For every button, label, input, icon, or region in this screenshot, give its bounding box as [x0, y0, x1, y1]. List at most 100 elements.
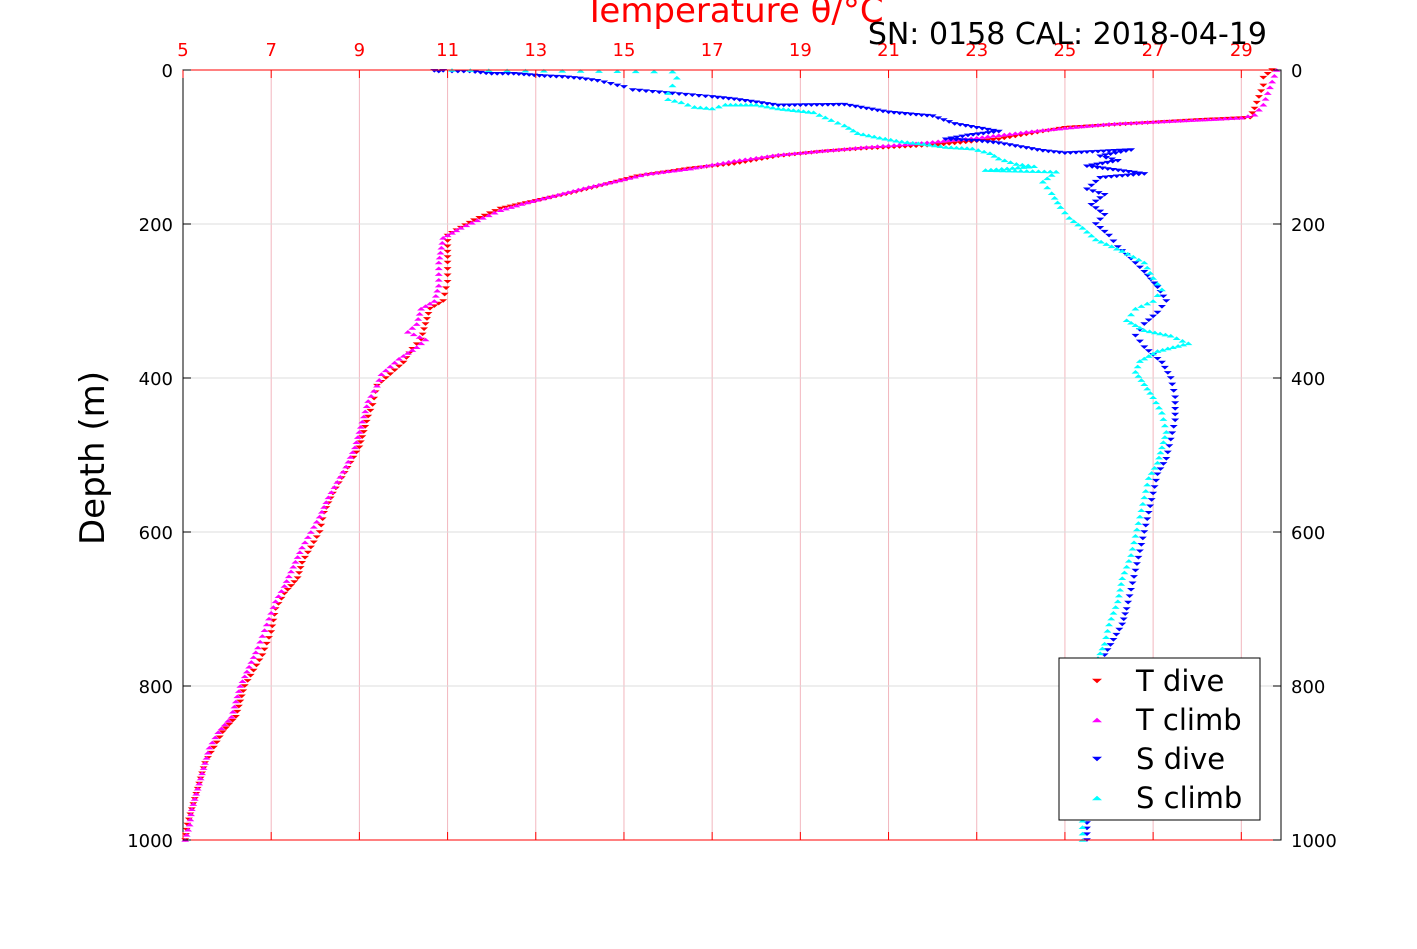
data-point: [681, 92, 690, 97]
data-point: [470, 218, 479, 222]
data-point: [1088, 189, 1097, 193]
data-point: [193, 786, 202, 791]
data-point: [746, 156, 755, 161]
data-point: [702, 163, 711, 168]
data-point: [1161, 332, 1170, 337]
data-point: [1112, 246, 1121, 251]
data-point: [1147, 471, 1156, 475]
data-point: [658, 170, 667, 174]
data-point: [189, 802, 198, 806]
data-point: [958, 134, 967, 139]
data-point: [589, 184, 598, 188]
data-point: [980, 149, 989, 154]
data-point: [367, 394, 376, 398]
data-point: [752, 102, 761, 107]
data-point: [664, 91, 673, 95]
data-point: [908, 140, 917, 145]
data-point: [1171, 418, 1180, 423]
data-point: [1259, 83, 1268, 88]
data-point: [425, 301, 434, 306]
data-point: [1055, 150, 1064, 155]
data-point: [1150, 330, 1159, 335]
data-point: [301, 540, 309, 545]
data-point: [190, 797, 199, 801]
data-point: [1122, 318, 1131, 323]
data-point: [1110, 121, 1119, 126]
data-point: [1157, 445, 1166, 450]
data-point: [1153, 356, 1162, 361]
data-point: [1053, 200, 1062, 205]
data-point: [796, 103, 805, 107]
data-point: [688, 93, 697, 98]
data-point: [581, 77, 590, 82]
data-point: [521, 68, 530, 73]
data-point: [358, 419, 367, 424]
data-point: [467, 221, 476, 225]
data-point: [928, 114, 937, 118]
data-point: [1091, 179, 1100, 184]
data-point: [1109, 611, 1118, 615]
data-point: [1263, 91, 1272, 95]
data-point: [1118, 249, 1127, 253]
data-point: [424, 312, 433, 316]
data-point: [804, 110, 813, 114]
data-point: [650, 69, 659, 74]
data-point: [1134, 555, 1143, 560]
data-point: [1082, 150, 1091, 154]
legend-item: S dive: [1092, 742, 1225, 776]
data-point: [1013, 165, 1022, 170]
data-point: [1046, 169, 1055, 174]
data-point: [1107, 616, 1116, 621]
data-point: [355, 445, 364, 450]
data-point: [1154, 119, 1163, 124]
data-point: [672, 75, 681, 80]
series-t-climb: [181, 68, 1281, 842]
data-point: [512, 203, 521, 208]
data-point: [375, 378, 384, 382]
data-point: [1060, 151, 1069, 155]
data-point: [604, 180, 613, 185]
data-point: [1209, 117, 1218, 121]
y-tick-label-left: 400: [139, 369, 173, 390]
data-point: [972, 135, 981, 140]
data-point: [362, 419, 371, 424]
y-tick-label-right: 400: [1291, 369, 1325, 390]
x-tick-label: 21: [877, 40, 900, 61]
data-point: [395, 364, 404, 369]
data-point: [1087, 202, 1096, 207]
data-point: [694, 93, 703, 98]
data-point: [967, 124, 976, 129]
data-point: [600, 80, 609, 85]
y-tick-label-left: 600: [139, 523, 173, 544]
data-point: [789, 108, 798, 112]
data-point: [1141, 489, 1150, 493]
data-point: [234, 689, 243, 693]
data-point: [1127, 121, 1136, 125]
data-point: [330, 485, 339, 489]
data-point: [741, 157, 750, 162]
data-point: [1018, 162, 1027, 167]
data-point: [1158, 347, 1167, 352]
data-point: [675, 168, 684, 172]
data-point: [963, 133, 972, 138]
data-point: [1144, 354, 1153, 358]
data-point: [575, 76, 584, 81]
data-point: [630, 174, 639, 179]
data-point: [1118, 622, 1127, 627]
legend-box: [1058, 657, 1261, 821]
data-point: [584, 185, 593, 189]
data-point: [452, 228, 461, 233]
data-point: [752, 155, 761, 160]
data-point: [1157, 304, 1166, 309]
data-point: [1091, 206, 1100, 210]
data-point: [845, 146, 854, 151]
data-point: [1143, 265, 1152, 270]
data-point: [262, 622, 271, 627]
data-point: [636, 173, 645, 178]
data-point: [731, 102, 740, 107]
data-point: [1060, 210, 1069, 215]
data-point: [1131, 568, 1140, 573]
data-point: [249, 655, 258, 659]
data-point: [236, 684, 245, 688]
data-point: [823, 148, 832, 153]
